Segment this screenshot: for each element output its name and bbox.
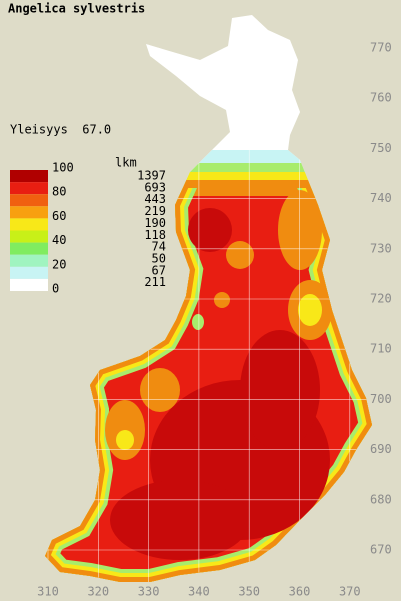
legend-count: 693 <box>144 180 166 194</box>
easting-label: 340 <box>188 585 210 599</box>
legend-swatch <box>10 182 48 195</box>
legend-count: 219 <box>144 204 166 218</box>
legend-scale-label: 60 <box>52 209 66 223</box>
legend-count: 1397 <box>137 169 166 183</box>
legend-swatch <box>10 242 48 255</box>
northing-label: 700 <box>370 392 392 406</box>
legend-count: 443 <box>144 192 166 206</box>
legend-swatch <box>10 170 48 183</box>
legend-swatch <box>10 194 48 207</box>
northing-label: 670 <box>370 543 392 557</box>
easting-label: 310 <box>37 585 59 599</box>
northing-label: 750 <box>370 141 392 155</box>
legend-swatch <box>10 218 48 231</box>
count-header: lkm <box>115 156 137 170</box>
legend-scale-label: 0 <box>52 282 59 296</box>
legend-scale-label: 40 <box>52 233 66 247</box>
northing-label: 720 <box>370 292 392 306</box>
legend-scale-label: 20 <box>52 257 66 271</box>
northing-label: 710 <box>370 342 392 356</box>
legend-count: 50 <box>152 252 166 266</box>
easting-label: 360 <box>289 585 311 599</box>
northing-label: 690 <box>370 442 392 456</box>
legend-swatch <box>10 266 48 279</box>
easting-label: 320 <box>87 585 109 599</box>
northing-label: 760 <box>370 91 392 105</box>
northing-label: 740 <box>370 191 392 205</box>
legend-swatch <box>10 254 48 267</box>
legend-swatch <box>10 278 48 291</box>
easting-label: 370 <box>339 585 361 599</box>
legend-swatch <box>10 206 48 219</box>
northing-label: 770 <box>370 41 392 55</box>
title: Angelica sylvestris <box>8 2 145 16</box>
legend-count: 190 <box>144 216 166 230</box>
legend-swatch <box>10 230 48 243</box>
legend-scale-label: 80 <box>52 185 66 199</box>
northing-label: 730 <box>370 241 392 255</box>
easting-label: 330 <box>138 585 160 599</box>
legend-scale-label: 100 <box>52 161 74 175</box>
legend-count: 118 <box>144 228 166 242</box>
northing-label: 680 <box>370 492 392 506</box>
legend-count: 74 <box>152 240 166 254</box>
legend-count: 67 <box>152 263 166 277</box>
legend-count: 211 <box>144 275 166 289</box>
frequency: Yleisyys 67.0 <box>10 123 111 137</box>
easting-label: 350 <box>238 585 260 599</box>
